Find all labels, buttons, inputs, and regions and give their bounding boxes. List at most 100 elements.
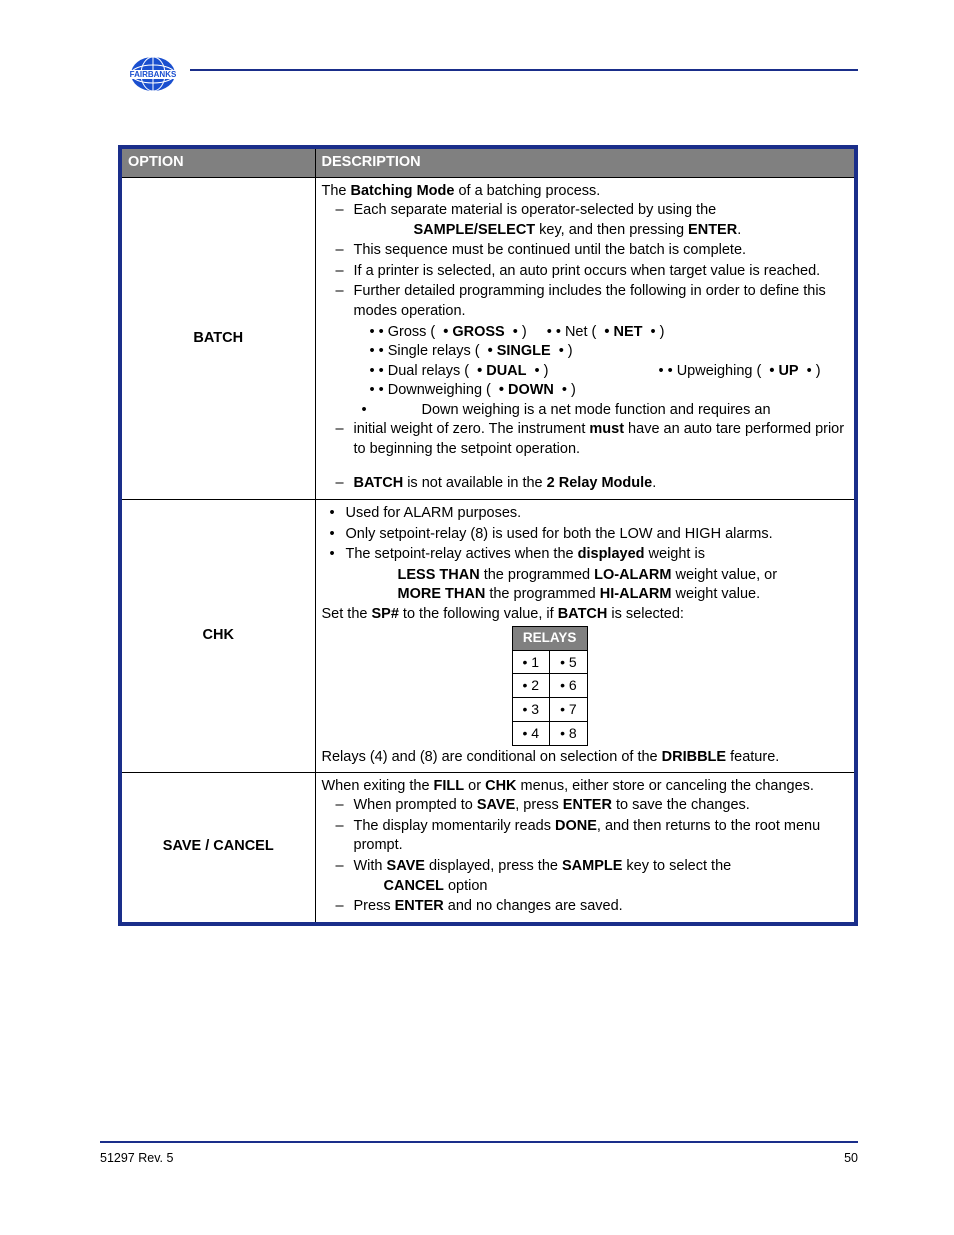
text: Press bbox=[354, 898, 395, 914]
text: key, and then pressing bbox=[535, 222, 688, 238]
text: . bbox=[652, 475, 656, 491]
svg-text:FAIRBANKS: FAIRBANKS bbox=[130, 70, 177, 79]
footer-left: 51297 Rev. 5 bbox=[100, 1151, 173, 1165]
text: key to select the bbox=[622, 858, 731, 874]
column-header-description: DESCRIPTION bbox=[315, 147, 856, 177]
text: option bbox=[444, 878, 488, 894]
text: BATCH bbox=[558, 606, 608, 622]
relay-cell: 3 bbox=[512, 698, 550, 722]
text: BATCH bbox=[354, 475, 404, 491]
text: Single relays ( bbox=[379, 342, 480, 362]
relay-cell: 1 bbox=[512, 650, 550, 674]
text: DUAL bbox=[477, 362, 526, 382]
text: the programmed bbox=[485, 586, 599, 602]
text: ) bbox=[562, 381, 576, 401]
relay-cell: 2 bbox=[512, 674, 550, 698]
text: and no changes are saved. bbox=[444, 898, 623, 914]
text: With bbox=[354, 858, 387, 874]
text: SINGLE bbox=[488, 342, 551, 362]
footer-rule bbox=[100, 1141, 858, 1143]
text: weight value, or bbox=[671, 567, 777, 583]
text: is selected: bbox=[607, 606, 684, 622]
text: , press bbox=[515, 797, 563, 813]
text: The bbox=[322, 183, 351, 199]
table-row: CHK Used for ALARM purposes. Only setpoi… bbox=[120, 500, 856, 773]
text: NET bbox=[604, 323, 642, 343]
text: The setpoint-relay actives when the bbox=[346, 546, 578, 562]
text: 2 Relay Module bbox=[547, 475, 653, 491]
text: Each separate material is operator-selec… bbox=[354, 202, 717, 218]
text: displayed bbox=[578, 546, 645, 562]
text: displayed, press the bbox=[425, 858, 562, 874]
text: Batching Mode bbox=[351, 183, 455, 199]
text: or bbox=[464, 778, 485, 794]
text: ENTER bbox=[395, 898, 444, 914]
header-rule bbox=[190, 69, 858, 71]
text: ENTER bbox=[563, 797, 612, 813]
text: When prompted to bbox=[354, 797, 477, 813]
relay-cell: 8 bbox=[550, 722, 588, 746]
text: Upweighing ( bbox=[668, 362, 762, 382]
text: Set the bbox=[322, 606, 372, 622]
table-row: BATCH The Batching Mode of a batching pr… bbox=[120, 177, 856, 499]
text: SP# bbox=[371, 606, 398, 622]
text: Dual relays ( bbox=[379, 362, 470, 382]
relay-cell: 7 bbox=[550, 698, 588, 722]
text: LESS THAN bbox=[370, 566, 480, 586]
text: ) bbox=[513, 323, 527, 343]
text: Downweighing ( bbox=[379, 381, 491, 401]
text: LO-ALARM bbox=[594, 567, 671, 583]
text: initial weight of zero. The instrument bbox=[354, 421, 590, 437]
text: The display momentarily reads bbox=[354, 818, 555, 834]
text: Net ( bbox=[556, 323, 597, 343]
option-batch: BATCH bbox=[120, 177, 315, 499]
text: If a printer is selected, an auto print … bbox=[354, 262, 849, 282]
table-row: SAVE / CANCEL When exiting the FILL or C… bbox=[120, 772, 856, 923]
text: When exiting the bbox=[322, 778, 434, 794]
text: GROSS bbox=[443, 323, 504, 343]
relay-cell: 5 bbox=[550, 650, 588, 674]
text: to save the changes. bbox=[612, 797, 750, 813]
text: must bbox=[589, 421, 624, 437]
text: DRIBBLE bbox=[662, 749, 726, 765]
text: Relays (4) and (8) are conditional on se… bbox=[322, 749, 662, 765]
text: This sequence must be continued until th… bbox=[354, 241, 849, 261]
option-save-cancel: SAVE / CANCEL bbox=[120, 772, 315, 923]
text: to the following value, if bbox=[399, 606, 558, 622]
text: weight value. bbox=[671, 586, 760, 602]
column-header-option: OPTION bbox=[120, 147, 315, 177]
text: DOWN bbox=[499, 381, 554, 401]
relay-cell: 6 bbox=[550, 674, 588, 698]
text: SAMPLE bbox=[562, 858, 622, 874]
text: CANCEL bbox=[354, 878, 444, 894]
text: SAVE bbox=[477, 797, 515, 813]
globe-icon: FAIRBANKS bbox=[123, 54, 183, 104]
text: SAVE bbox=[387, 858, 425, 874]
footer-right: 50 bbox=[844, 1151, 858, 1165]
text: HI-ALARM bbox=[600, 586, 672, 602]
text: FILL bbox=[434, 778, 465, 794]
text: is not available in the bbox=[403, 475, 546, 491]
text: SAMPLE/SELECT bbox=[354, 222, 536, 238]
text: CHK bbox=[485, 778, 516, 794]
text: Gross ( bbox=[379, 323, 436, 343]
text: feature. bbox=[726, 749, 779, 765]
description-save-cancel: When exiting the FILL or CHK menus, eith… bbox=[315, 772, 856, 923]
text: Further detailed programming includes th… bbox=[354, 282, 849, 321]
text: Only setpoint-relay (8) is used for both… bbox=[346, 525, 849, 545]
text: the programmed bbox=[480, 567, 594, 583]
description-chk: Used for ALARM purposes. Only setpoint-r… bbox=[315, 500, 856, 773]
text: weight is bbox=[645, 546, 705, 562]
text: MORE THAN bbox=[370, 585, 486, 605]
text: ) bbox=[535, 362, 549, 382]
relay-cell: 4 bbox=[512, 722, 550, 746]
text: ENTER bbox=[688, 222, 737, 238]
text: UP bbox=[769, 362, 798, 382]
option-chk: CHK bbox=[120, 500, 315, 773]
relays-header: RELAYS bbox=[512, 627, 587, 650]
options-table: OPTION DESCRIPTION BATCH The Batching Mo… bbox=[118, 145, 858, 926]
text: menus, either store or canceling the cha… bbox=[517, 778, 814, 794]
text: Down weighing is a net mode function and… bbox=[422, 402, 771, 418]
text: ) bbox=[650, 323, 664, 343]
description-batch: The Batching Mode of a batching process.… bbox=[315, 177, 856, 499]
